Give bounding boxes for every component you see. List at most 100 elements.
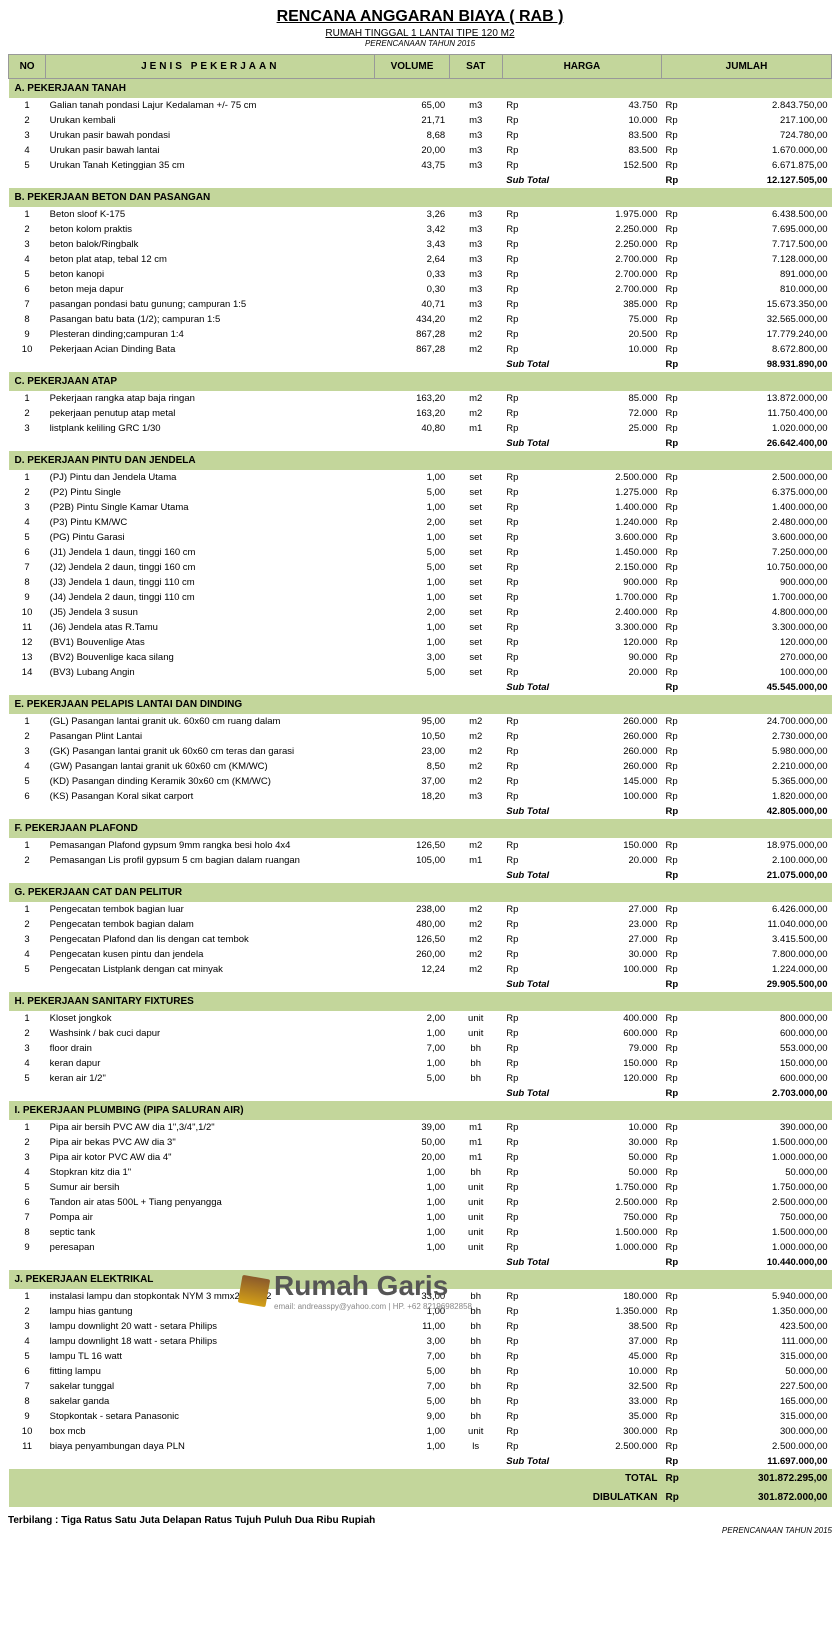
cell-harga: 2.700.000 [534,267,661,282]
table-row: 5keran air 1/2"5,00bhRp120.000Rp600.000,… [9,1071,832,1086]
cell-jenis: (P2) Pintu Single [46,485,375,500]
table-row: 7(J2) Jendela 2 daun, tinggi 160 cm5,00s… [9,560,832,575]
cell-rp: Rp [502,421,534,436]
cell-harga: 1.750.000 [534,1180,661,1195]
subtotal-rp: Rp [662,1086,694,1101]
cell-rp: Rp [502,1424,534,1439]
total-rp: Rp [662,1469,694,1488]
cell-rp: Rp [662,222,694,237]
table-row: 2Pemasangan Lis profil gypsum 5 cm bagia… [9,853,832,868]
cell-sat: bh [449,1056,502,1071]
cell-harga: 83.500 [534,128,661,143]
cell-jenis: (P2B) Pintu Single Kamar Utama [46,500,375,515]
table-row: 1Kloset jongkok2,00unitRp400.000Rp800.00… [9,1011,832,1026]
cell-no: 8 [9,575,46,590]
cell-rp: Rp [502,947,534,962]
cell-sat: m3 [449,267,502,282]
cell-harga: 152.500 [534,158,661,173]
cell-rp: Rp [502,1349,534,1364]
cell-no: 9 [9,1409,46,1424]
cell-harga: 50.000 [534,1150,661,1165]
cell-jenis: Pekerjaan Acian Dinding Bata [46,342,375,357]
table-row: 2Pipa air bekas PVC AW dia 3"50,00m1Rp30… [9,1135,832,1150]
cell-jumlah: 1.400.000,00 [693,500,831,515]
cell-rp: Rp [502,1120,534,1135]
table-row: 14(BV3) Lubang Angin5,00setRp20.000Rp100… [9,665,832,680]
table-row: 3Urukan pasir bawah pondasi8,68m3Rp83.50… [9,128,832,143]
cell-jenis: Stopkontak - setara Panasonic [46,1409,375,1424]
cell-no: 2 [9,1135,46,1150]
cell-sat: set [449,575,502,590]
cell-no: 1 [9,1289,46,1304]
cell-sat: m3 [449,789,502,804]
cell-rp: Rp [502,1056,534,1071]
cell-sat: set [449,590,502,605]
table-row: 1Pekerjaan rangka atap baja ringan163,20… [9,391,832,406]
cell-jumlah: 2.210.000,00 [693,759,831,774]
cell-rp: Rp [502,635,534,650]
cell-rp: Rp [502,1135,534,1150]
cell-rp: Rp [662,853,694,868]
table-row: 8Pasangan batu bata (1/2); campuran 1:54… [9,312,832,327]
cell-sat: bh [449,1349,502,1364]
cell-no: 3 [9,128,46,143]
cell-vol: 50,00 [375,1135,449,1150]
cell-jumlah: 810.000,00 [693,282,831,297]
cell-no: 5 [9,1180,46,1195]
cell-vol: 260,00 [375,947,449,962]
cell-sat: m2 [449,342,502,357]
cell-rp: Rp [662,838,694,853]
cell-vol: 163,20 [375,391,449,406]
cell-harga: 43.750 [534,98,661,113]
cell-vol: 1,00 [375,1210,449,1225]
cell-harga: 10.000 [534,1364,661,1379]
cell-harga: 30.000 [534,947,661,962]
total-label: TOTAL [9,1469,662,1488]
total-value: 301.872.295,00 [693,1469,831,1488]
cell-jenis: listplank keliling GRC 1/30 [46,421,375,436]
cell-rp: Rp [502,500,534,515]
cell-no: 4 [9,947,46,962]
cell-sat: bh [449,1364,502,1379]
cell-no: 11 [9,1439,46,1454]
cell-jumlah: 2.100.000,00 [693,853,831,868]
cell-harga: 100.000 [534,962,661,977]
cell-no: 10 [9,605,46,620]
cell-jumlah: 315.000,00 [693,1409,831,1424]
cell-jenis: lampu downlight 20 watt - setara Philips [46,1319,375,1334]
cell-sat: m2 [449,962,502,977]
cell-rp: Rp [662,207,694,222]
table-row: 13(BV2) Bouvenlige kaca silang3,00setRp9… [9,650,832,665]
cell-rp: Rp [662,714,694,729]
cell-harga: 1.275.000 [534,485,661,500]
cell-rp: Rp [662,1150,694,1165]
cell-rp: Rp [502,1364,534,1379]
cell-jumlah: 7.717.500,00 [693,237,831,252]
cell-no: 3 [9,421,46,436]
cell-jumlah: 3.415.500,00 [693,932,831,947]
cell-jenis: Pasangan Plint Lantai [46,729,375,744]
subtotal-label: Sub Total [502,868,661,883]
cell-harga: 3.300.000 [534,620,661,635]
cell-rp: Rp [502,838,534,853]
cell-sat: set [449,560,502,575]
cell-sat: m2 [449,391,502,406]
cell-rp: Rp [502,128,534,143]
cell-jumlah: 50.000,00 [693,1165,831,1180]
subtotal-value: 98.931.890,00 [693,357,831,372]
subtotal-row: Sub TotalRp45.545.000,00 [9,680,832,695]
cell-jenis: Pengecatan Listplank dengan cat minyak [46,962,375,977]
cell-sat: bh [449,1304,502,1319]
cell-rp: Rp [662,1439,694,1454]
cell-vol: 3,00 [375,1334,449,1349]
section-header: J. PEKERJAAN ELEKTRIKAL [9,1270,832,1289]
cell-no: 1 [9,207,46,222]
rounded-row: DIBULATKANRp301.872.000,00 [9,1488,832,1507]
cell-rp: Rp [662,665,694,680]
cell-rp: Rp [502,252,534,267]
cell-jenis: (P3) Pintu KM/WC [46,515,375,530]
section-title: F. PEKERJAAN PLAFOND [9,819,832,838]
cell-no: 2 [9,917,46,932]
cell-no: 2 [9,1304,46,1319]
table-row: 10box mcb1,00unitRp300.000Rp300.000,00 [9,1424,832,1439]
